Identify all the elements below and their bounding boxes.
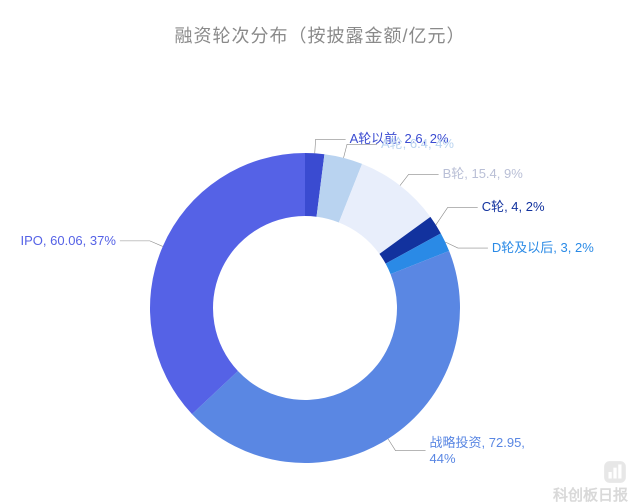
leader-a_pre xyxy=(315,139,346,153)
leader-strat xyxy=(388,439,426,451)
leader-d xyxy=(445,242,488,248)
donut-svg xyxy=(0,22,640,504)
slice-label-ipo: IPO, 60.06, 37% xyxy=(21,233,116,249)
watermark-line1: 科创板日报 xyxy=(553,487,628,504)
slice-strat xyxy=(192,251,460,463)
leader-ipo xyxy=(120,241,163,247)
leader-b xyxy=(400,174,439,185)
donut-chart: A轮以前, 2.6, 2%A轮, 6.4, 4%B轮, 15.4, 9%C轮, … xyxy=(0,22,640,504)
slice-label-c: C轮, 4, 2% xyxy=(482,199,545,215)
slice-label-a: A轮, 6.4, 4% xyxy=(381,136,454,152)
watermark: 科创板日报 www.chinastarmarket.cn xyxy=(520,459,628,504)
slice-label-b: B轮, 15.4, 9% xyxy=(443,166,523,182)
slice-label-d: D轮及以后, 3, 2% xyxy=(492,240,594,256)
leader-c xyxy=(436,207,478,225)
slice-label-strat: 战略投资, 72.95,44% xyxy=(430,435,525,468)
watermark-icon xyxy=(602,459,628,485)
slice-ipo xyxy=(150,153,305,414)
